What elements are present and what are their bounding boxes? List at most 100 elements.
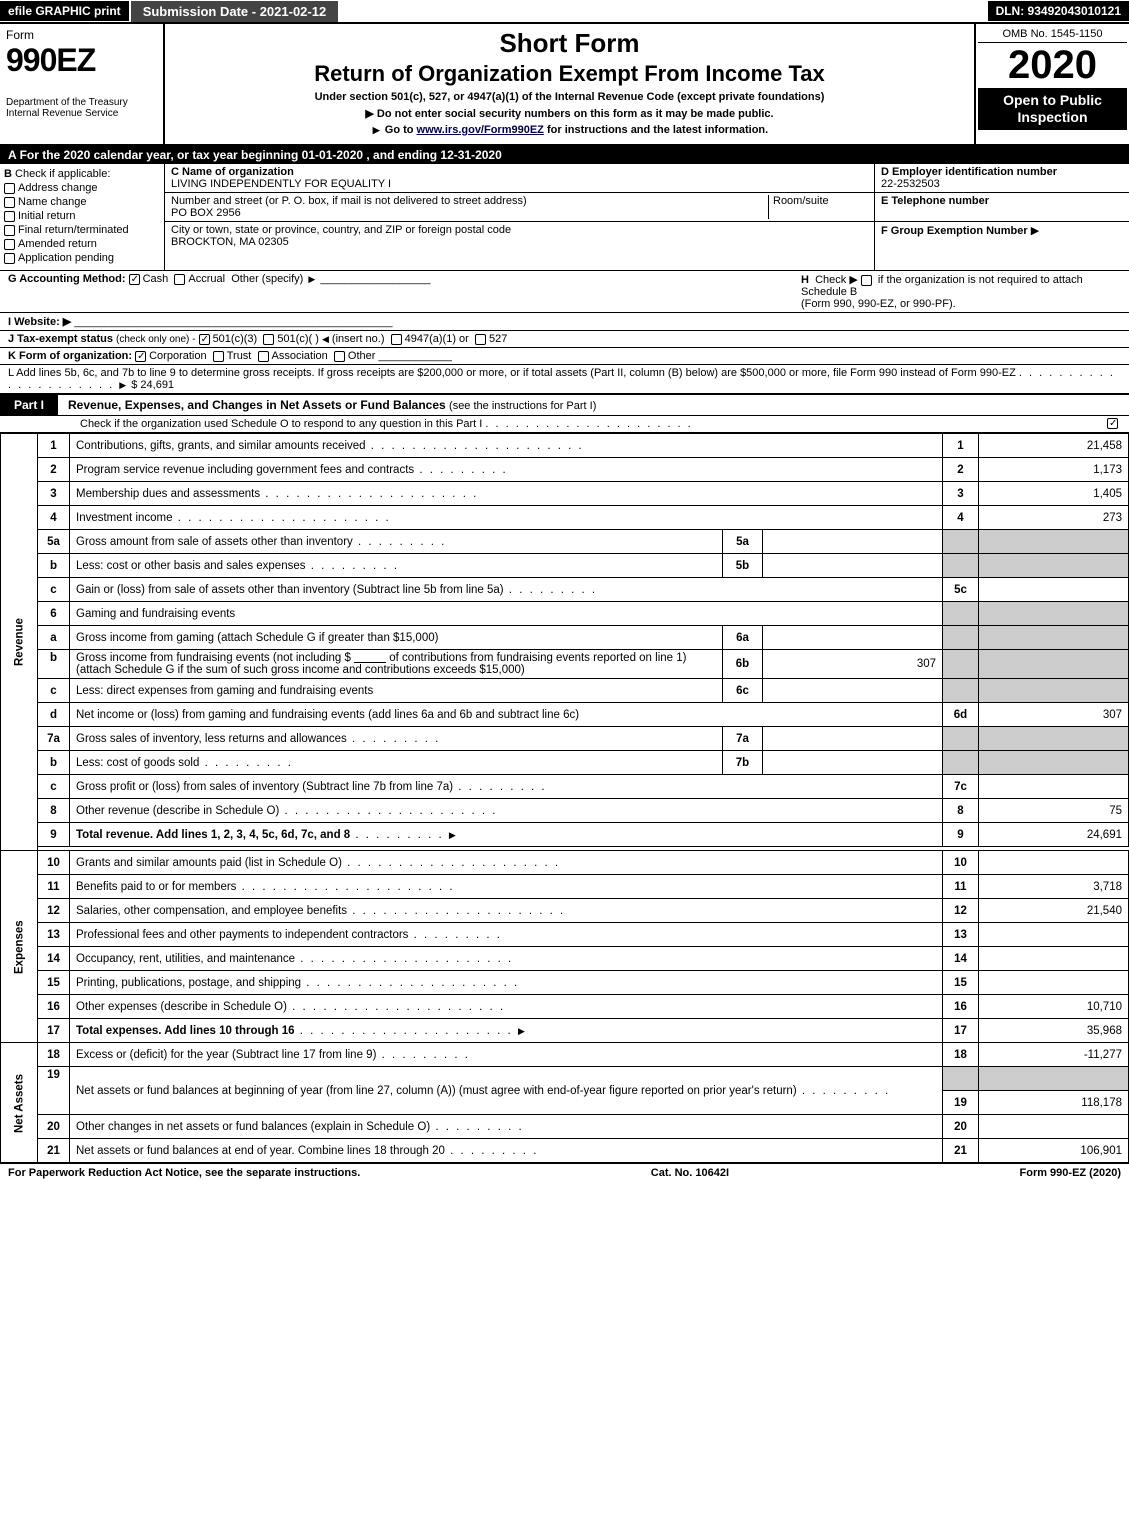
line5a-desc: Gross amount from sale of assets other t… bbox=[76, 536, 353, 548]
checkbox-name-change[interactable] bbox=[4, 197, 15, 208]
line10-val bbox=[979, 851, 1129, 875]
line11-desc: Benefits paid to or for members bbox=[76, 881, 236, 893]
line7a-sn: 7a bbox=[723, 727, 763, 751]
checkbox-501c3[interactable] bbox=[199, 334, 210, 345]
part1-check-text: Check if the organization used Schedule … bbox=[80, 418, 482, 430]
part1-table: Revenue 1 Contributions, gifts, grants, … bbox=[0, 433, 1129, 1163]
line2-val: 1,173 bbox=[979, 458, 1129, 482]
k-trust: Trust bbox=[227, 350, 252, 362]
checkbox-application-pending[interactable] bbox=[4, 253, 15, 264]
j-note: (check only one) - bbox=[116, 334, 195, 345]
line7b-sn: 7b bbox=[723, 751, 763, 775]
line11-val: 3,718 bbox=[979, 875, 1129, 899]
dept-treasury: Department of the Treasury bbox=[6, 97, 157, 108]
line16-val: 10,710 bbox=[979, 995, 1129, 1019]
part1-title: Revenue, Expenses, and Changes in Net As… bbox=[68, 398, 446, 412]
part1-sub: (see the instructions for Part I) bbox=[449, 400, 596, 412]
line10-num: 10 bbox=[943, 851, 979, 875]
f-label: F Group Exemption Number bbox=[881, 225, 1028, 237]
line7a-sv bbox=[763, 727, 943, 751]
checkbox-address-change[interactable] bbox=[4, 183, 15, 194]
checkbox-cash[interactable] bbox=[129, 274, 140, 285]
line1-val: 21,458 bbox=[979, 434, 1129, 458]
line14-desc: Occupancy, rent, utilities, and maintena… bbox=[76, 953, 295, 965]
line2-num: 2 bbox=[943, 458, 979, 482]
line11-num: 11 bbox=[943, 875, 979, 899]
line8-num: 8 bbox=[943, 799, 979, 823]
opt-initial-return: Initial return bbox=[18, 210, 75, 222]
line7b-sv bbox=[763, 751, 943, 775]
line15-desc: Printing, publications, postage, and shi… bbox=[76, 977, 301, 989]
line3-desc: Membership dues and assessments bbox=[76, 488, 260, 500]
checkbox-corp[interactable] bbox=[135, 351, 146, 362]
line16-num: 16 bbox=[943, 995, 979, 1019]
line5c-num: 5c bbox=[943, 578, 979, 602]
checkbox-trust[interactable] bbox=[213, 351, 224, 362]
checkbox-assoc[interactable] bbox=[258, 351, 269, 362]
line5c-val bbox=[979, 578, 1129, 602]
submission-date: Submission Date - 2021-02-12 bbox=[129, 1, 339, 22]
goto-text: Go to bbox=[385, 124, 417, 136]
tax-year: 2020 bbox=[978, 43, 1127, 88]
line6c-desc: Less: direct expenses from gaming and fu… bbox=[76, 685, 373, 697]
checkbox-527[interactable] bbox=[475, 334, 486, 345]
irs-link[interactable]: www.irs.gov/Form990EZ bbox=[417, 124, 544, 136]
line13-desc: Professional fees and other payments to … bbox=[76, 929, 408, 941]
e-label: E Telephone number bbox=[881, 195, 989, 207]
checkbox-accrual[interactable] bbox=[174, 274, 185, 285]
line6b-sn: 6b bbox=[723, 650, 763, 679]
j-opt4: 527 bbox=[489, 333, 507, 345]
opt-final-return: Final return/terminated bbox=[18, 224, 129, 236]
checkbox-h[interactable] bbox=[861, 275, 872, 286]
checkbox-final-return[interactable] bbox=[4, 225, 15, 236]
footer-right: Form 990-EZ (2020) bbox=[1020, 1167, 1121, 1179]
entity-block: B Check if applicable: Address change Na… bbox=[0, 164, 1129, 271]
line4-desc: Investment income bbox=[76, 512, 173, 524]
period-text: For the 2020 calendar year, or tax year … bbox=[20, 148, 502, 162]
checkbox-initial-return[interactable] bbox=[4, 211, 15, 222]
line20-desc: Other changes in net assets or fund bala… bbox=[76, 1121, 430, 1133]
line19-val: 118,178 bbox=[979, 1091, 1129, 1115]
line20-num: 20 bbox=[943, 1115, 979, 1139]
l-amount: $ 24,691 bbox=[131, 379, 174, 391]
checkbox-501c[interactable] bbox=[263, 334, 274, 345]
line8-val: 75 bbox=[979, 799, 1129, 823]
line21-desc: Net assets or fund balances at end of ye… bbox=[76, 1145, 445, 1157]
line6d-num: 6d bbox=[943, 703, 979, 727]
arrow-icon bbox=[117, 379, 128, 391]
line10-desc: Grants and similar amounts paid (list in… bbox=[76, 857, 342, 869]
checkbox-amended-return[interactable] bbox=[4, 239, 15, 250]
line15-num: 15 bbox=[943, 971, 979, 995]
checkbox-other[interactable] bbox=[334, 351, 345, 362]
checkbox-4947[interactable] bbox=[391, 334, 402, 345]
page-footer: For Paperwork Reduction Act Notice, see … bbox=[0, 1163, 1129, 1182]
i-label: I Website: ▶ bbox=[8, 316, 71, 328]
line6a-sn: 6a bbox=[723, 626, 763, 650]
g-other: Other (specify) bbox=[231, 273, 303, 285]
row-j: J Tax-exempt status (check only one) - 5… bbox=[0, 331, 1129, 348]
org-city: BROCKTON, MA 02305 bbox=[171, 236, 289, 248]
line19-desc: Net assets or fund balances at beginning… bbox=[76, 1085, 797, 1097]
open-public-inspection: Open to Public Inspection bbox=[978, 88, 1127, 130]
efile-print[interactable]: efile GRAPHIC print bbox=[0, 1, 129, 21]
line19-num: 19 bbox=[943, 1091, 979, 1115]
line18-desc: Excess or (deficit) for the year (Subtra… bbox=[76, 1049, 376, 1061]
line3-val: 1,405 bbox=[979, 482, 1129, 506]
j-opt2: 501(c)( ) bbox=[277, 333, 319, 345]
under-section: Under section 501(c), 527, or 4947(a)(1)… bbox=[169, 91, 970, 103]
line7b-desc: Less: cost of goods sold bbox=[76, 757, 199, 769]
h-text1: Check ▶ bbox=[815, 274, 858, 286]
side-netassets: Net Assets bbox=[1, 1043, 38, 1163]
dots bbox=[485, 418, 692, 430]
arrow-icon bbox=[371, 124, 382, 136]
checkbox-schedule-o[interactable] bbox=[1107, 418, 1118, 429]
line5b-sn: 5b bbox=[723, 554, 763, 578]
line2-desc: Program service revenue including govern… bbox=[76, 464, 414, 476]
h-text3: (Form 990, 990-EZ, or 990-PF). bbox=[801, 298, 956, 310]
footer-center: Cat. No. 10642I bbox=[651, 1167, 729, 1179]
line13-num: 13 bbox=[943, 923, 979, 947]
c-city-label: City or town, state or province, country… bbox=[171, 224, 511, 236]
line12-val: 21,540 bbox=[979, 899, 1129, 923]
section-c: C Name of organization LIVING INDEPENDEN… bbox=[165, 164, 874, 270]
line3-num: 3 bbox=[943, 482, 979, 506]
